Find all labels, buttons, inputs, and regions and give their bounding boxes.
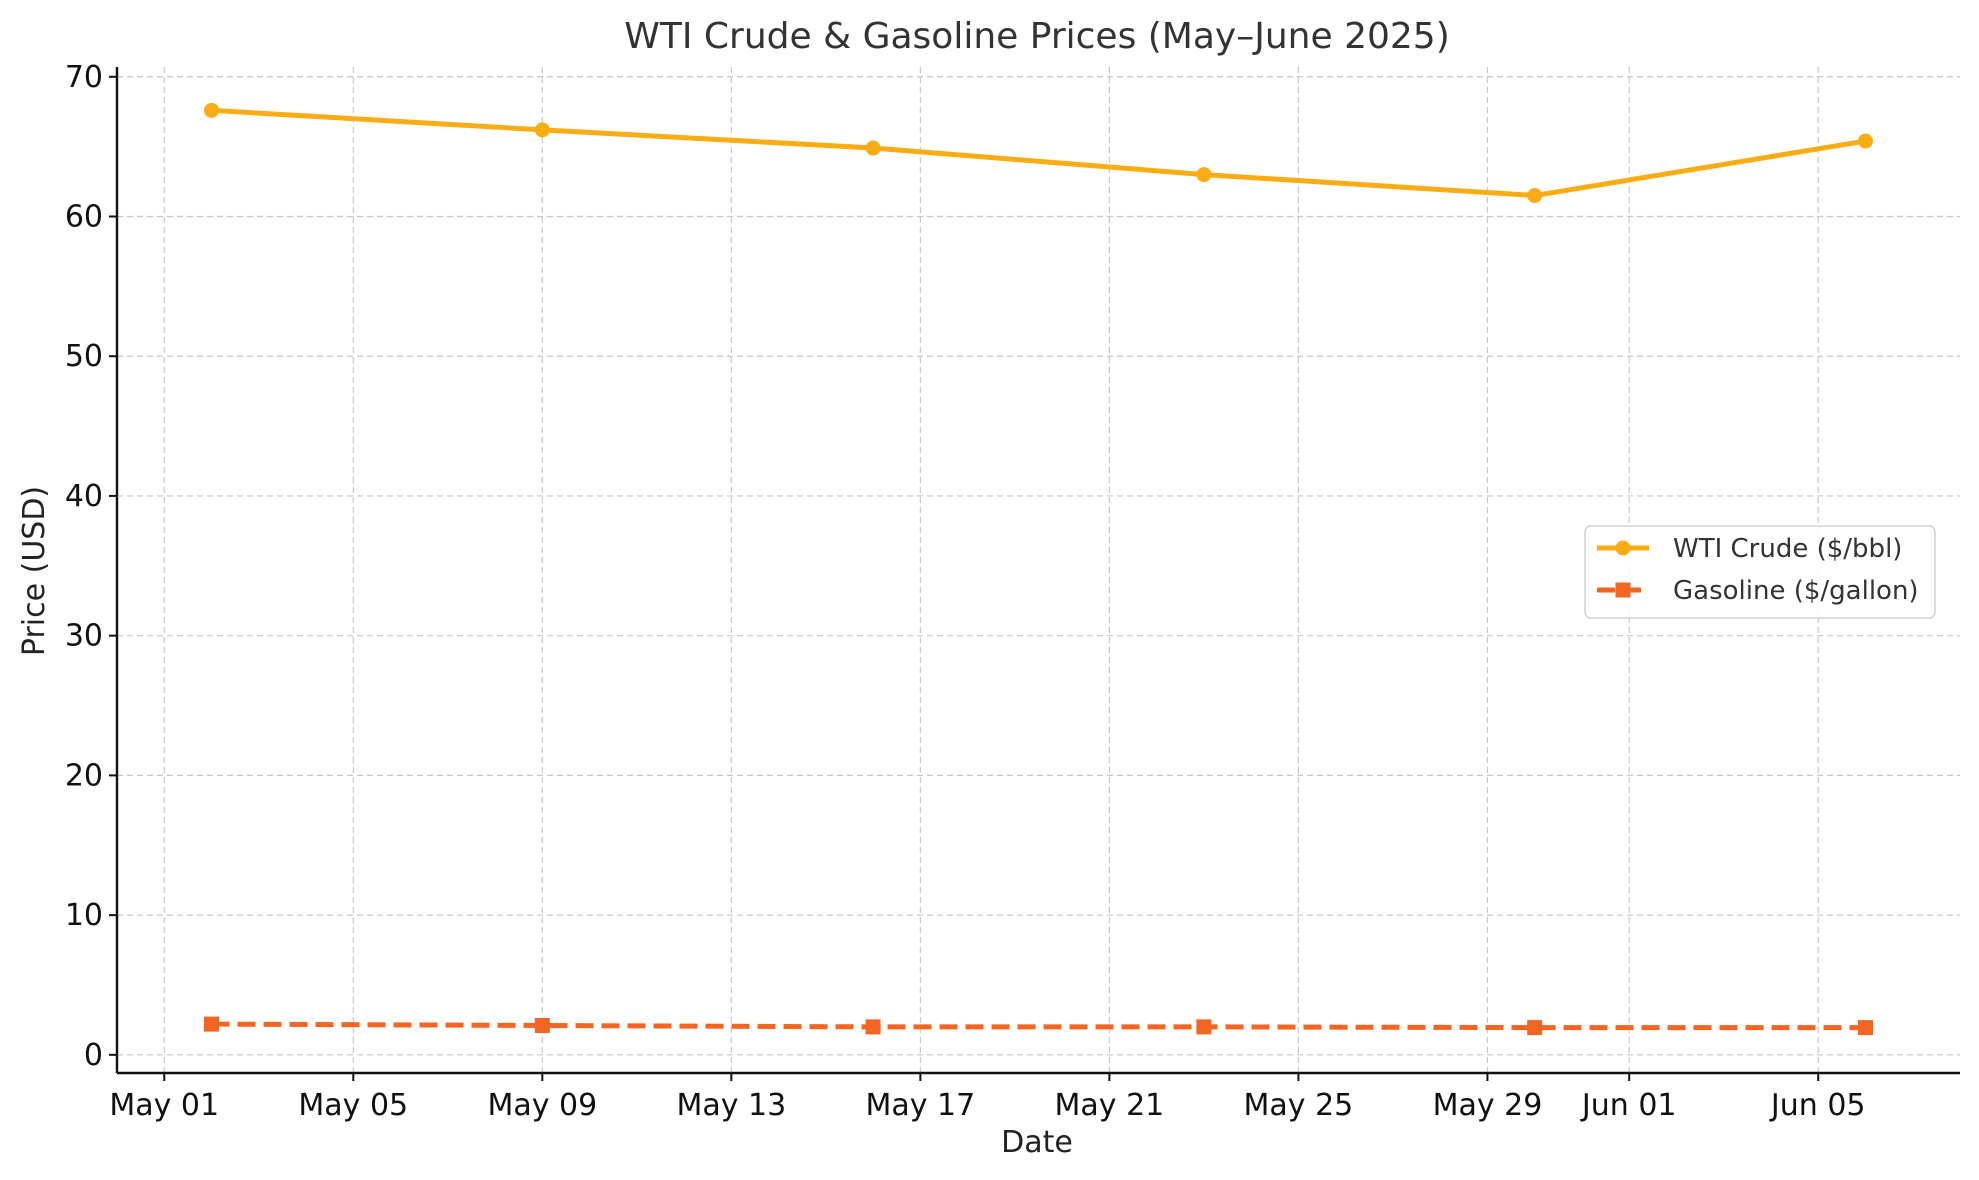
gasoline-point	[865, 1019, 881, 1035]
gasoline-point	[1196, 1019, 1212, 1035]
wti-crude-point	[1527, 188, 1543, 204]
axes-layer: May 01 May 05 May 09 May 13 May 17 May 21 May …	[65, 60, 1960, 1123]
gasoline-legend-label: Gasoline ($/gallon)	[1673, 576, 1919, 606]
x-tick-label: Jun 05	[1769, 1088, 1866, 1123]
y-tick-label: 0	[84, 1038, 103, 1073]
legend-box	[1584, 525, 1936, 619]
wti-crude-point	[204, 102, 220, 118]
x-tick-label: May 17	[865, 1088, 975, 1123]
wti-crude-point	[1857, 133, 1873, 149]
y-tick-label: 20	[65, 758, 103, 793]
y-tick-label: 10	[65, 898, 103, 933]
gasoline-point	[1857, 1020, 1873, 1036]
wti-crude-series-line	[209, 107, 1868, 199]
y-tick-label: 50	[65, 339, 103, 374]
y-tick-label: 70	[65, 60, 103, 95]
wti-crude-legend-marker	[1615, 540, 1631, 556]
wti-crude-point	[534, 122, 550, 138]
x-tick-label: May 25	[1244, 1088, 1354, 1123]
x-tick-label: May 21	[1055, 1088, 1165, 1123]
x-tick-label: May 09	[487, 1088, 597, 1123]
gasoline-point	[534, 1017, 550, 1033]
gasoline-legend-marker	[1615, 582, 1631, 598]
x-tick-label: May 29	[1433, 1088, 1543, 1123]
x-axis-label: Date	[1001, 1125, 1073, 1160]
x-tick-label: Jun 01	[1580, 1088, 1677, 1123]
y-tick-label: 40	[65, 479, 103, 514]
y-axis-label: Price (USD)	[17, 486, 52, 656]
legend: WTI Crude ($/bbl) Gasoline ($/gallon)	[1584, 525, 1936, 619]
gasoline-series-line	[211, 1021, 1866, 1031]
x-tick-label: May 05	[298, 1088, 408, 1123]
y-tick-label: 60	[65, 200, 103, 235]
gasoline-point	[1527, 1020, 1543, 1036]
wti-crude-point	[1196, 167, 1212, 183]
y-tick-label: 30	[65, 619, 103, 654]
x-tick-label: May 13	[676, 1088, 786, 1123]
chart-title: WTI Crude & Gasoline Prices (May–June 20…	[624, 16, 1450, 57]
gasoline-point	[204, 1016, 220, 1032]
x-tick-label: May 01	[109, 1088, 219, 1123]
series-layer	[204, 102, 1873, 1036]
wti-crude-legend-label: WTI Crude ($/bbl)	[1673, 534, 1902, 564]
wti-crude-point	[865, 140, 881, 156]
